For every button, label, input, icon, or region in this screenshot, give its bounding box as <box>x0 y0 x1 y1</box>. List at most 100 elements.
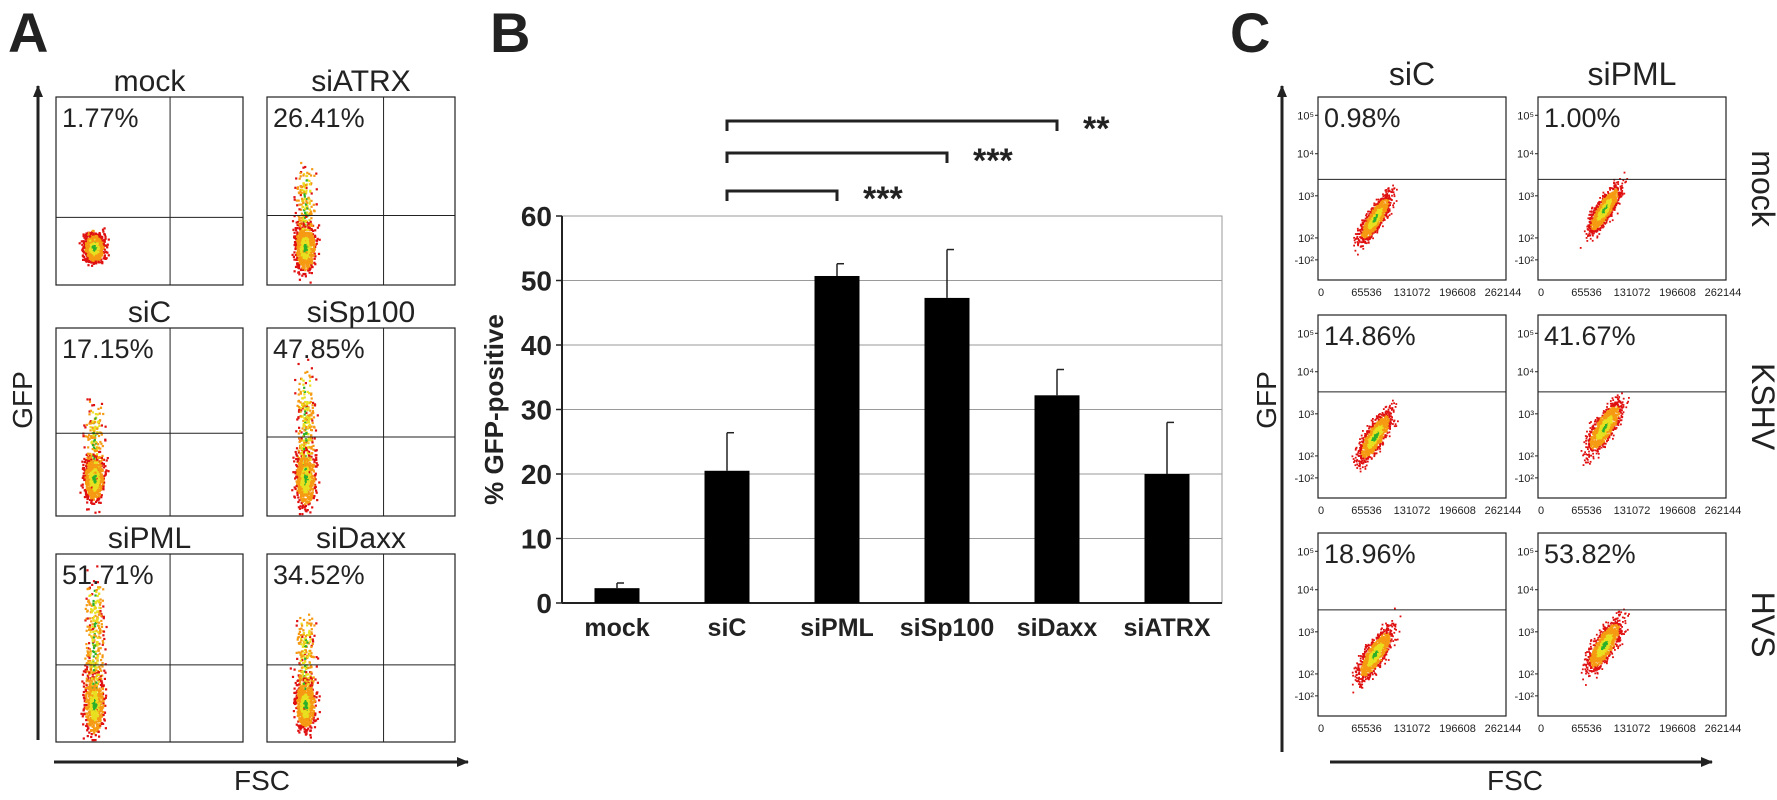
flow-dot <box>102 634 105 637</box>
flow-dot <box>297 451 300 454</box>
flow-dot <box>98 712 101 715</box>
flow-dot <box>85 629 88 632</box>
flow-dot <box>312 497 315 500</box>
flow-dot <box>87 260 91 264</box>
flow-dot <box>98 456 101 459</box>
flow-dot <box>87 651 90 654</box>
flow-dot <box>306 207 309 210</box>
flow-dot <box>294 477 297 480</box>
flow-dot <box>97 730 100 733</box>
flow-dot <box>299 392 302 395</box>
flow-dot <box>304 382 307 385</box>
flow-dot <box>95 461 98 464</box>
flow-dot <box>300 502 303 505</box>
flow-dot <box>299 415 302 418</box>
flow-dot <box>300 216 303 219</box>
flow-dot <box>301 427 304 430</box>
flow-dot <box>101 458 104 461</box>
flow-dot <box>303 254 306 257</box>
flow-dot <box>84 706 88 710</box>
flow-dot <box>85 247 89 251</box>
flow-dot <box>308 183 311 186</box>
flow-dot <box>93 502 96 505</box>
flow-dot <box>306 471 309 474</box>
flow-dot <box>101 262 104 265</box>
flow-dot <box>86 501 89 504</box>
flow-dot <box>311 406 314 410</box>
flow-dot <box>303 417 306 420</box>
flow-dot <box>301 226 304 229</box>
flow-dot <box>93 459 96 462</box>
flow-dot <box>98 652 101 655</box>
flow-dot <box>95 256 98 259</box>
flow-dot <box>83 446 86 449</box>
flow-dot <box>296 465 299 468</box>
flow-dot <box>300 203 303 206</box>
flow-dot <box>100 677 103 680</box>
flow-dot <box>303 193 306 196</box>
flow-dot <box>95 250 98 253</box>
flow-dot <box>299 616 302 620</box>
flow-dot <box>312 448 315 451</box>
flow-dot <box>312 249 316 252</box>
flow-dot <box>303 404 306 407</box>
flow-dot <box>85 643 88 646</box>
flow-dot <box>311 495 314 498</box>
flow-dot <box>90 249 93 252</box>
flow-dot <box>96 656 99 660</box>
flow-dot <box>302 237 305 240</box>
flow-dot <box>99 709 102 712</box>
flow-dot <box>89 652 92 655</box>
flow-dot <box>309 189 312 192</box>
flow-dot <box>84 619 87 622</box>
flow-dot <box>301 472 304 475</box>
flow-dot <box>101 682 104 685</box>
flow-dot <box>104 671 107 674</box>
flow-dot <box>99 239 102 242</box>
flow-dot <box>85 471 89 474</box>
flow-dot <box>102 693 105 696</box>
flow-dot <box>305 215 308 218</box>
flow-dot <box>295 480 298 483</box>
flow-dot <box>92 630 95 634</box>
flow-dot <box>306 401 309 404</box>
flow-dot <box>299 227 302 231</box>
flow-dot <box>103 711 106 714</box>
flow-dot <box>298 388 301 391</box>
flow-dot <box>94 469 97 472</box>
flow-dot <box>310 199 313 202</box>
flow-dot <box>89 729 93 732</box>
flow-dot <box>306 509 309 512</box>
flow-dot <box>298 223 302 226</box>
flow-dot <box>100 253 103 256</box>
flow-dot <box>313 458 317 461</box>
flow-dot <box>92 434 95 437</box>
flow-dot <box>98 480 101 483</box>
flow-dot <box>306 419 309 422</box>
flow-dot <box>104 439 107 442</box>
flow-dot <box>298 218 301 221</box>
flow-dot <box>102 462 105 465</box>
flow-dot <box>85 597 88 600</box>
flow-dot <box>86 398 89 401</box>
flow-dot <box>85 489 88 492</box>
flow-dot <box>104 235 107 238</box>
flow-dot <box>309 258 312 261</box>
flow-dot <box>299 194 302 197</box>
flow-dot <box>303 429 306 432</box>
flow-dot <box>311 452 314 455</box>
flow-dot <box>89 709 92 712</box>
flow-dot <box>103 719 106 722</box>
flow-dot <box>304 455 307 458</box>
flow-dot <box>91 246 94 249</box>
flow-dot <box>303 195 306 198</box>
flow-dot <box>303 432 306 436</box>
flow-dot <box>298 177 301 180</box>
flow-dot <box>295 227 298 230</box>
flow-dot <box>317 252 321 255</box>
flow-dot <box>88 400 92 403</box>
flow-dot <box>95 449 99 452</box>
flow-dot <box>90 705 93 708</box>
flow-dot <box>81 715 84 718</box>
flow-dot <box>296 258 299 261</box>
